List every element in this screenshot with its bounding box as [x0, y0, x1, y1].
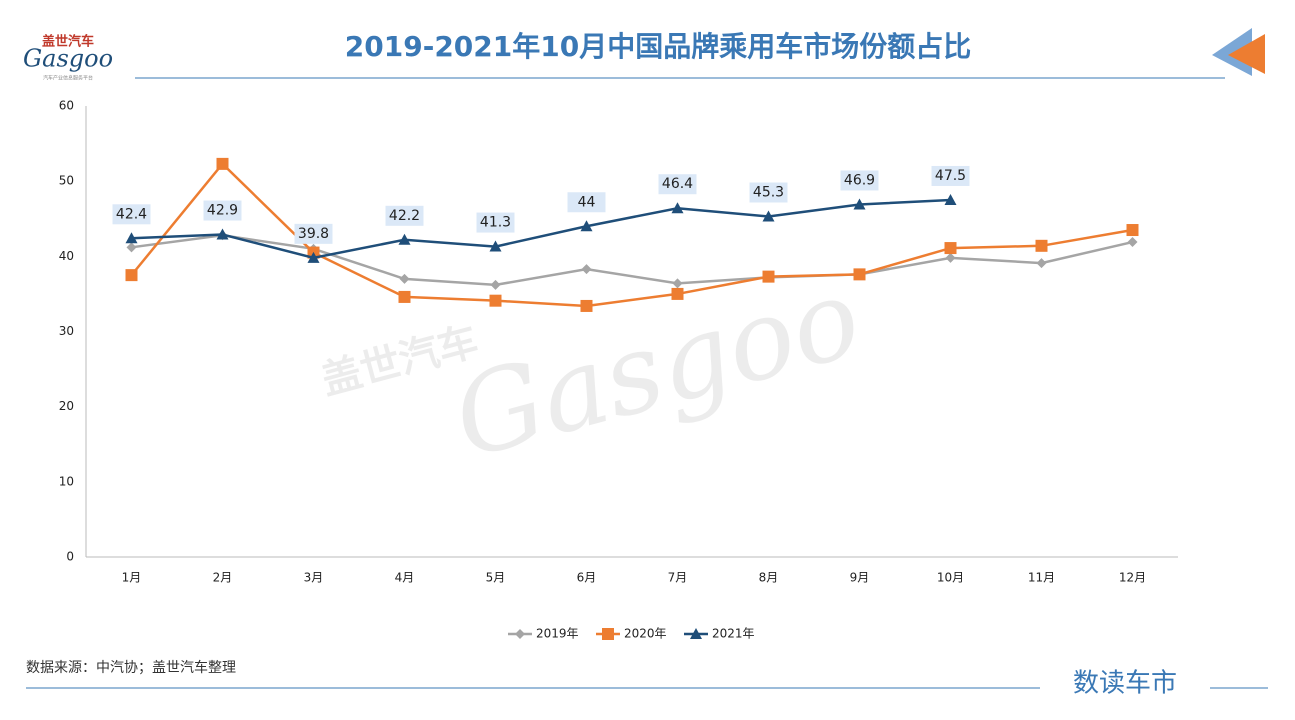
x-tick-label: 2月 — [213, 571, 233, 585]
x-tick-label: 1月 — [122, 571, 142, 585]
marker — [944, 193, 957, 205]
marker — [216, 157, 229, 170]
x-tick-label: 6月 — [577, 571, 597, 585]
marker — [1035, 239, 1048, 252]
label-box — [658, 174, 697, 195]
marker — [1127, 237, 1138, 248]
legend-label: 2021年 — [712, 627, 755, 641]
marker — [945, 252, 956, 263]
marker — [671, 202, 684, 214]
x-tick-label: 3月 — [304, 571, 324, 585]
marker — [581, 264, 592, 275]
marker — [762, 210, 775, 222]
y-tick-label: 10 — [59, 474, 74, 488]
y-tick-label: 50 — [59, 174, 74, 188]
data-label: 46.9 — [844, 172, 875, 188]
marker — [489, 240, 502, 252]
x-tick-label: 12月 — [1119, 571, 1146, 585]
x-tick-label: 11月 — [1028, 571, 1055, 585]
data-label: 42.9 — [207, 203, 238, 219]
marker — [398, 233, 411, 245]
label-box — [840, 170, 879, 191]
marker — [1036, 258, 1047, 269]
marker — [580, 299, 593, 312]
data-label: 42.4 — [116, 206, 147, 222]
legend-label: 2019年 — [536, 627, 579, 641]
marker — [853, 268, 866, 281]
watermark-en: Gasgoo — [441, 253, 873, 483]
label-box — [385, 205, 424, 226]
data-label: 42.2 — [389, 208, 420, 224]
marker — [490, 279, 501, 290]
data-label: 46.4 — [662, 176, 693, 192]
marker — [944, 242, 957, 255]
logo-cn: 盖世汽车 — [42, 34, 94, 50]
legend-label: 2020年 — [624, 627, 667, 641]
marker — [672, 278, 683, 289]
marker — [602, 628, 614, 640]
data-label: 39.8 — [298, 226, 329, 242]
label-box — [476, 212, 515, 233]
series-line — [131, 234, 1133, 287]
y-tick-label: 30 — [59, 324, 74, 338]
y-tick-label: 40 — [59, 249, 74, 263]
chart-title: 2019-2021年10月中国品牌乘用车市场份额占比 — [345, 30, 971, 63]
x-tick-label: 8月 — [759, 571, 779, 585]
marker — [216, 228, 229, 240]
marker — [580, 220, 593, 232]
marker — [125, 269, 138, 282]
series-line — [131, 198, 951, 260]
marker — [126, 242, 137, 253]
marker — [762, 270, 775, 283]
x-tick-label: 4月 — [395, 571, 415, 585]
label-box — [112, 204, 151, 225]
logo-en: Gasgoo — [23, 45, 113, 73]
label-box — [749, 182, 788, 203]
label-box — [294, 223, 333, 244]
marker — [1126, 224, 1139, 237]
data-label: 44 — [578, 194, 596, 210]
label-box — [931, 165, 970, 186]
label-box — [203, 200, 242, 221]
arrow-orange — [1228, 34, 1265, 74]
label-box — [567, 192, 606, 213]
y-tick-label: 0 — [66, 550, 74, 564]
data-label: 47.5 — [935, 168, 966, 184]
x-tick-label: 5月 — [486, 571, 506, 585]
series-line — [130, 162, 1133, 308]
marker — [489, 294, 502, 307]
x-tick-label: 7月 — [668, 571, 688, 585]
marker — [690, 628, 702, 639]
marker — [853, 198, 866, 210]
x-tick-label: 10月 — [937, 571, 964, 585]
x-tick-label: 9月 — [850, 571, 870, 585]
data-label: 45.3 — [753, 184, 784, 200]
data-label: 41.3 — [480, 215, 511, 231]
marker — [398, 290, 411, 303]
marker — [125, 232, 138, 244]
logo-tagline: 汽车产业信息服务平台 — [43, 75, 93, 82]
brand: 数读车市 — [1073, 669, 1177, 699]
y-tick-label: 20 — [59, 399, 74, 413]
y-tick-label: 60 — [59, 99, 74, 113]
source: 数据来源：中汽协；盖世汽车整理 — [26, 659, 236, 676]
marker — [399, 273, 410, 284]
marker — [515, 629, 525, 639]
marker — [307, 251, 320, 263]
arrow-blue — [1212, 28, 1252, 76]
marker — [671, 287, 684, 300]
